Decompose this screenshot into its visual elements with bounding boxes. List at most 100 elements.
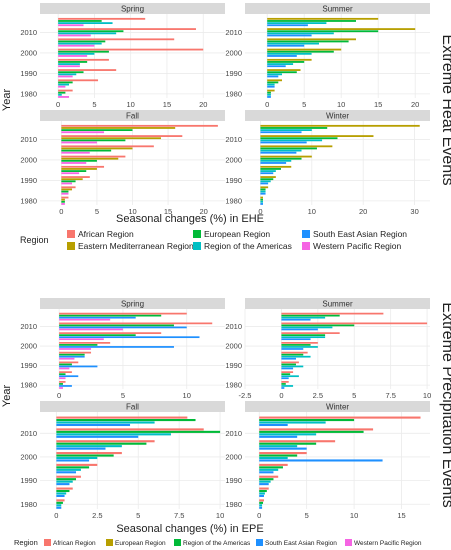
epe-legend-swatch-western-pacific [345,539,352,546]
bar-european [59,334,136,337]
bar-western-pacific [61,182,73,185]
bar-african [56,463,98,466]
ehe-legend-label-south-east-asian: South East Asian Region [313,229,407,239]
bar-african [61,135,183,137]
bar-european [267,20,356,22]
y-tick-label: 2010 [20,135,37,144]
epe-legend-title: Region [14,538,38,547]
facet-panel-epe-fall: Fall 0 2.5 5 7.5 10 1980 1990 2000 2010 [20,401,225,520]
bar-south-east-asian [267,85,275,88]
x-tick-label: 20 [199,207,207,216]
ehe-x-axis-label: Seasonal changes (%) in EHE [116,213,264,225]
y-tick-label: 1980 [20,89,37,98]
bar-european [267,40,349,43]
epe-legend-label-south-east-asian: South East Asian Region [265,540,337,547]
x-tick-label: 7.5 [174,511,184,520]
x-tick-label: 7.5 [385,391,395,400]
bar-eastern-med [267,79,282,82]
bar-african [56,487,73,490]
bar-eastern-med [61,157,119,160]
bar-americas [281,355,311,358]
bar-south-east-asian [56,459,90,462]
bar-south-east-asian [267,44,305,47]
y-tick-label: 2010 [225,322,242,331]
bar-south-east-asian [281,318,311,321]
bar-european [61,149,112,152]
ehe-legend: Region African Region Eastern Mediterran… [20,229,407,251]
bar-americas [281,326,333,329]
bar-eastern-med [267,17,379,20]
bar-americas [56,433,171,436]
y-tick-label: 2010 [20,28,37,37]
ehe-y-axis-label: Year [1,89,13,112]
bar-european [281,334,326,337]
bar-americas [260,139,323,142]
bar-african [59,312,187,315]
bar-european [58,61,88,63]
x-tick-label: 5 [352,391,356,400]
bar-african [58,48,204,51]
bar-european [56,489,70,493]
y-tick-label: 2000 [225,155,242,164]
bar-south-east-asian [281,367,294,370]
bar-european [58,50,109,53]
bar-european [267,81,279,84]
x-tick-label: 0 [59,207,63,216]
x-tick-label: 0 [257,511,261,520]
bar-european [260,147,317,150]
bar-african [281,332,340,334]
bar-eastern-med [267,58,312,61]
bar-eastern-med [260,176,276,178]
bar-south-east-asian [281,377,289,380]
facet-panel-epe-spring: Spring 0 5 10 1980 1990 2000 2010 [20,298,225,400]
bar-eastern-med [61,137,161,140]
bar-european [58,30,124,33]
bar-south-east-asian [260,172,274,175]
bar-european [58,91,66,94]
bar-americas [58,93,62,96]
bar-western-pacific [59,357,75,360]
y-tick-label: 1980 [20,196,37,205]
bar-south-east-asian [260,131,302,134]
bar-eastern-med [267,48,342,51]
bar-americas [259,456,288,460]
bar-european [58,40,106,43]
bar-americas [267,63,294,65]
bar-americas [259,433,317,436]
bar-south-east-asian [281,338,311,341]
x-tick-label: 5 [302,100,306,109]
bar-americas [58,52,95,55]
bar-western-pacific [61,131,105,134]
epe-legend-label-african: African Region [53,540,96,547]
bar-african [56,452,122,455]
epe-group-title: Extreme Precipitation Events [439,302,451,507]
bar-african [61,155,126,158]
epe-legend-label-western-pacific: Western Pacific Region [354,540,422,547]
bar-european [260,168,281,170]
bar-african [59,322,213,325]
x-tick-label: -2.5 [239,391,252,400]
y-tick-label: 1990 [20,176,37,185]
bar-european [259,442,317,445]
x-tick-label: 5 [121,391,125,400]
bar-americas [259,504,263,507]
bar-african [281,361,299,364]
bar-south-east-asian [56,506,62,509]
bar-south-east-asian [267,34,312,37]
bar-european [267,50,334,53]
bar-western-pacific [61,162,87,164]
bar-americas [281,365,304,368]
y-tick-label: 1990 [225,476,242,485]
y-tick-label: 2000 [20,452,37,461]
bar-african [59,342,111,344]
facet-panel-ehe-winter: Winter 0 10 20 30 1980 1990 2000 2010 [225,110,430,216]
epe-legend-label-european: European Region [115,540,166,547]
bar-eastern-med [267,69,301,71]
bar-americas [281,336,326,339]
facet-strip [40,110,225,121]
y-tick-label: 1990 [225,69,242,78]
bar-african [56,428,204,431]
facet-panel-epe-winter: Winter 0 5 10 15 1980 1990 2000 2010 [225,401,430,520]
bar-south-east-asian [56,471,77,474]
facet-panel-ehe-fall: Fall 0 5 10 15 20 1980 1990 2000 2010 [20,110,225,216]
